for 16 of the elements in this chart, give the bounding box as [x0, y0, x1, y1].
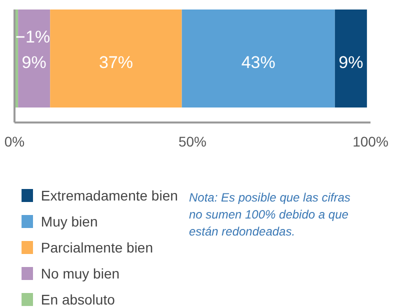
legend-label: Muy bien [40, 214, 98, 230]
bar [18, 10, 50, 108]
data-label: 9% [22, 52, 46, 72]
data-label: 1% [26, 27, 50, 46]
legend-label: En absoluto [40, 292, 116, 307]
legend-label: No muy bien [40, 266, 120, 282]
bar [334, 10, 367, 108]
text: Nota: Es posible que las cifras no sumen 100% debido a que están redondeadas. [188, 190, 350, 238]
legend-label: Extremadamente bien [40, 188, 178, 204]
data-label: 9% [338, 52, 364, 72]
x-tick-label: 0% [4, 134, 25, 150]
data-label: 43% [241, 52, 276, 72]
x-tick-label: 50% [178, 134, 207, 150]
legend-label: Parcialmente bien [40, 240, 153, 256]
x-tick-label: 100% [352, 134, 388, 150]
data-label: 37% [98, 52, 133, 72]
